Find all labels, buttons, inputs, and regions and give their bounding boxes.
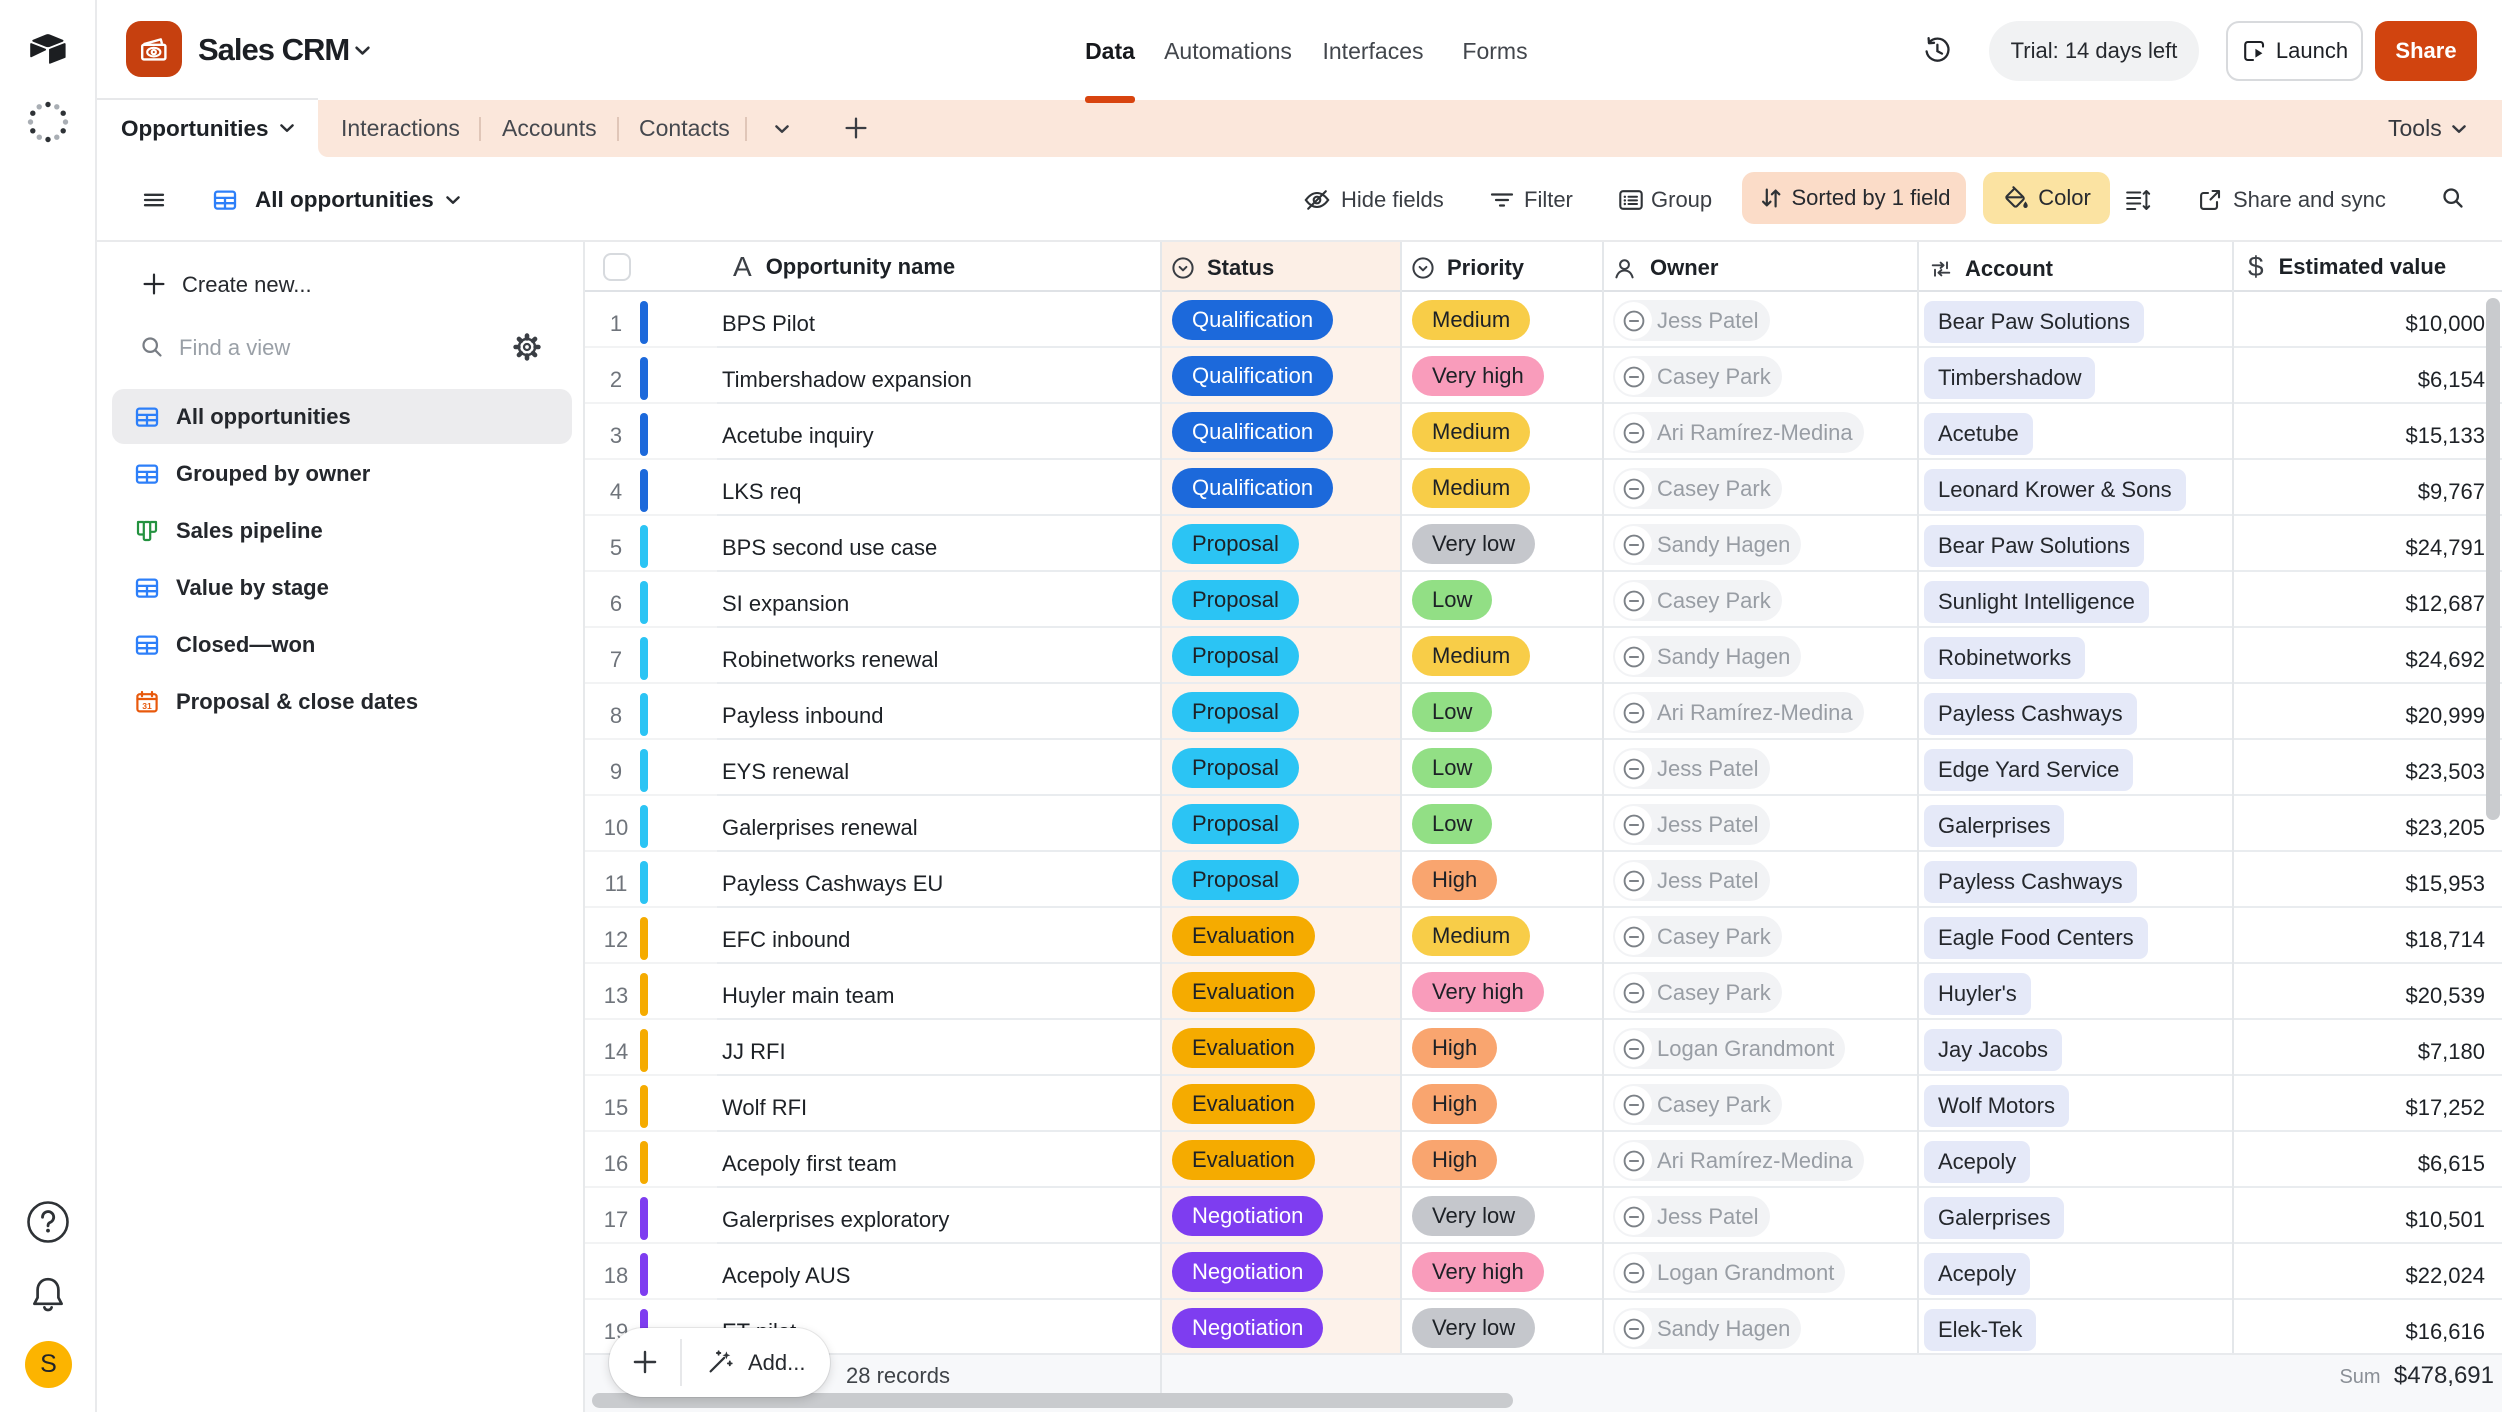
svg-text:31: 31 [142, 701, 152, 711]
